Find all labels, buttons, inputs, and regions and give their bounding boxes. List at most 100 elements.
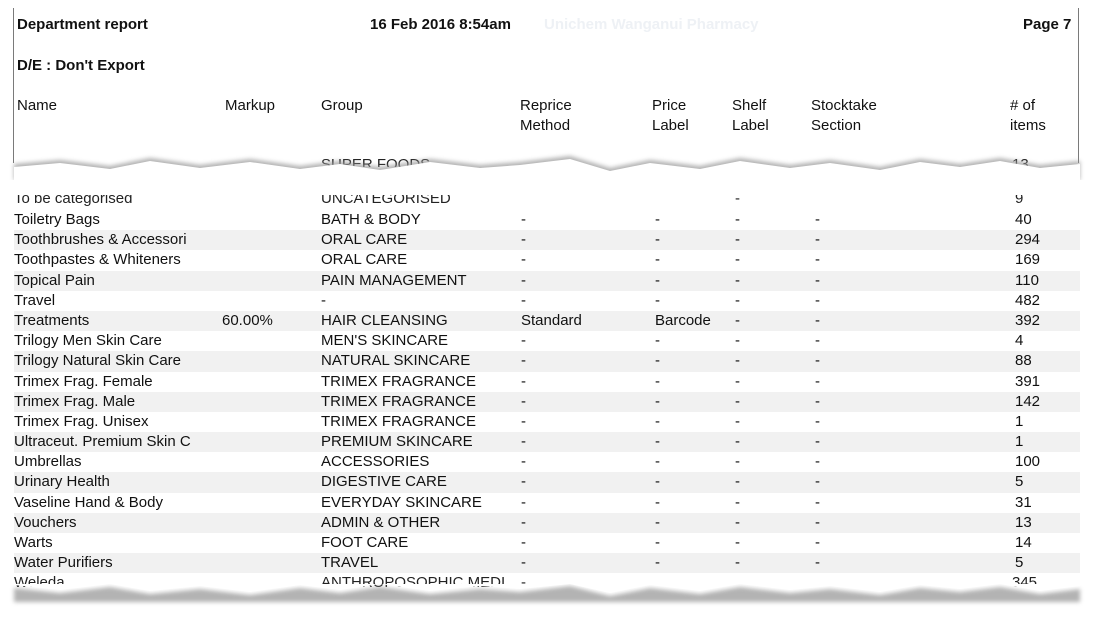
cell-group: - [321, 291, 326, 309]
cell-items-count: 142 [1015, 392, 1041, 410]
cell-items-count: 5 [1015, 473, 1024, 491]
cell-name: Trimex Frag. Unisex [14, 412, 149, 430]
cell-reprice-method: - [521, 392, 526, 410]
cell-price-label: - [655, 473, 660, 491]
cell-stocktake-section: - [815, 473, 820, 491]
cell-group: PREMIUM SKINCARE [321, 433, 473, 451]
cell-price-label: - [655, 251, 660, 269]
cell-items-count: 1 [1015, 433, 1024, 451]
cell-stocktake-section: - [815, 231, 820, 249]
col-header-price-label: Price Label [652, 97, 689, 134]
cell-stocktake-section: - [815, 251, 820, 269]
cell-items-count: 1 [1015, 412, 1024, 430]
partial-second-items: 9 [1015, 190, 1024, 207]
cell-name: Vouchers [14, 513, 77, 531]
cell-reprice-method: Standard [521, 311, 582, 329]
cell-shelf-label: - [735, 433, 740, 451]
table-row: Toothbrushes & Accessori ORAL CARE - - - - 294 [14, 230, 1080, 251]
col-header-group: Group [321, 97, 363, 114]
cell-shelf-label: - [735, 251, 740, 269]
cell-stocktake-section: - [815, 392, 820, 410]
cell-reprice-method: - [521, 473, 526, 491]
cell-shelf-label: - [735, 412, 740, 430]
cell-group: FOOT CARE [321, 534, 409, 551]
cell-items-count: 110 [1015, 271, 1039, 289]
col-header-markup: Markup [225, 97, 276, 114]
cell-price-label: - [655, 493, 660, 511]
cell-reprice-method: - [521, 332, 526, 350]
cell-group: ORAL CARE [321, 231, 408, 249]
cell-price-label: - [655, 534, 660, 551]
cell-name: Travel [14, 291, 56, 309]
cell-stocktake-section: - [815, 291, 820, 309]
cell-items-count: 482 [1015, 291, 1041, 309]
cell-group: ACCESSORIES [321, 453, 430, 471]
partial-second-group: UNCATEGORISED [321, 190, 451, 207]
col-header-stocktake: Stocktake Section [811, 97, 877, 134]
cell-price-label: - [655, 554, 660, 572]
torn-edge-top [14, 156, 1080, 180]
cell-shelf-label: - [735, 473, 740, 491]
cell-group: ADMIN & OTHER [321, 513, 441, 531]
cell-shelf-label: - [735, 554, 740, 572]
cell-price-label: - [655, 291, 660, 309]
cell-price-label: - [655, 211, 660, 228]
cell-reprice-method: - [521, 291, 526, 309]
cell-price-label: - [655, 332, 660, 350]
cell-markup: 60.00% [222, 311, 273, 329]
table-row: Urinary Health DIGESTIVE CARE - - - - 5 [14, 472, 1080, 493]
cell-stocktake-section: - [815, 271, 820, 289]
partial-bottom-reprice: - [521, 574, 526, 591]
cell-group: BATH & BODY [321, 211, 421, 228]
cell-shelf-label: - [735, 211, 740, 228]
cell-shelf-label: - [735, 291, 740, 309]
cell-items-count: 169 [1015, 251, 1041, 269]
cell-name: Vaseline Hand & Body [14, 493, 163, 511]
cell-price-label: - [655, 513, 660, 531]
cell-name: Umbrellas [14, 453, 82, 471]
table-row: Trimex Frag. Male TRIMEX FRAGRANCE - - - - 142 [14, 391, 1080, 412]
cell-name: Water Purifiers [14, 554, 113, 572]
report-filter: D/E : Don't Export [17, 57, 145, 74]
cell-name: Trimex Frag. Male [14, 392, 136, 410]
table-row: Trilogy Men Skin Care MEN'S SKINCARE - - - - 4 [14, 331, 1080, 351]
cell-price-label: - [655, 271, 660, 289]
cell-group: HAIR CLEANSING [321, 311, 448, 329]
cell-items-count: 294 [1015, 231, 1041, 249]
table-row: Topical Pain PAIN MANAGEMENT - - - - 110 [14, 270, 1080, 291]
cell-name: Ultraceut. Premium Skin C [14, 433, 191, 451]
table-row: Vouchers ADMIN & OTHER - - - - 13 [14, 512, 1080, 533]
col-header-reprice: Reprice Method [520, 97, 572, 134]
cell-group: TRIMEX FRAGRANCE [321, 392, 477, 410]
cell-price-label: - [655, 372, 660, 390]
department-table: Toiletry Bags BATH & BODY - - - - 40 Toothbrush… [14, 210, 1080, 574]
cell-price-label: Barcode [655, 311, 711, 329]
cell-group: NATURAL SKINCARE [321, 352, 471, 370]
cell-name: Toothbrushes & Accessori [14, 231, 187, 249]
cell-stocktake-section: - [815, 433, 820, 451]
cell-price-label: - [655, 453, 660, 471]
table-row: Trimex Frag. Female TRIMEX FRAGRANCE - - - - 3… [14, 372, 1080, 392]
cell-stocktake-section: - [815, 352, 820, 370]
cell-name: Urinary Health [14, 473, 110, 491]
cell-shelf-label: - [735, 271, 740, 289]
cell-stocktake-section: - [815, 453, 820, 471]
cell-price-label: - [655, 412, 660, 430]
table-row: Treatments 60.00% HAIR CLEANSING Standard Ba… [14, 310, 1080, 332]
partial-second-name: To be categorised [14, 190, 133, 207]
cell-shelf-label: - [735, 231, 740, 249]
cell-stocktake-section: - [815, 372, 820, 390]
col-header-items: # of items [1010, 97, 1046, 134]
cell-group: PAIN MANAGEMENT [321, 271, 467, 289]
cell-shelf-label: - [735, 493, 740, 511]
cell-shelf-label: - [735, 311, 740, 329]
table-row: Ultraceut. Premium Skin C PREMIUM SKINCAR… [14, 432, 1080, 453]
cell-shelf-label: - [735, 332, 740, 350]
cell-reprice-method: - [521, 453, 526, 471]
cell-name: Topical Pain [14, 271, 95, 289]
cell-reprice-method: - [521, 493, 526, 511]
cell-items-count: 392 [1015, 311, 1041, 329]
torn-edge-bottom [14, 584, 1080, 602]
cell-price-label: - [655, 231, 660, 249]
